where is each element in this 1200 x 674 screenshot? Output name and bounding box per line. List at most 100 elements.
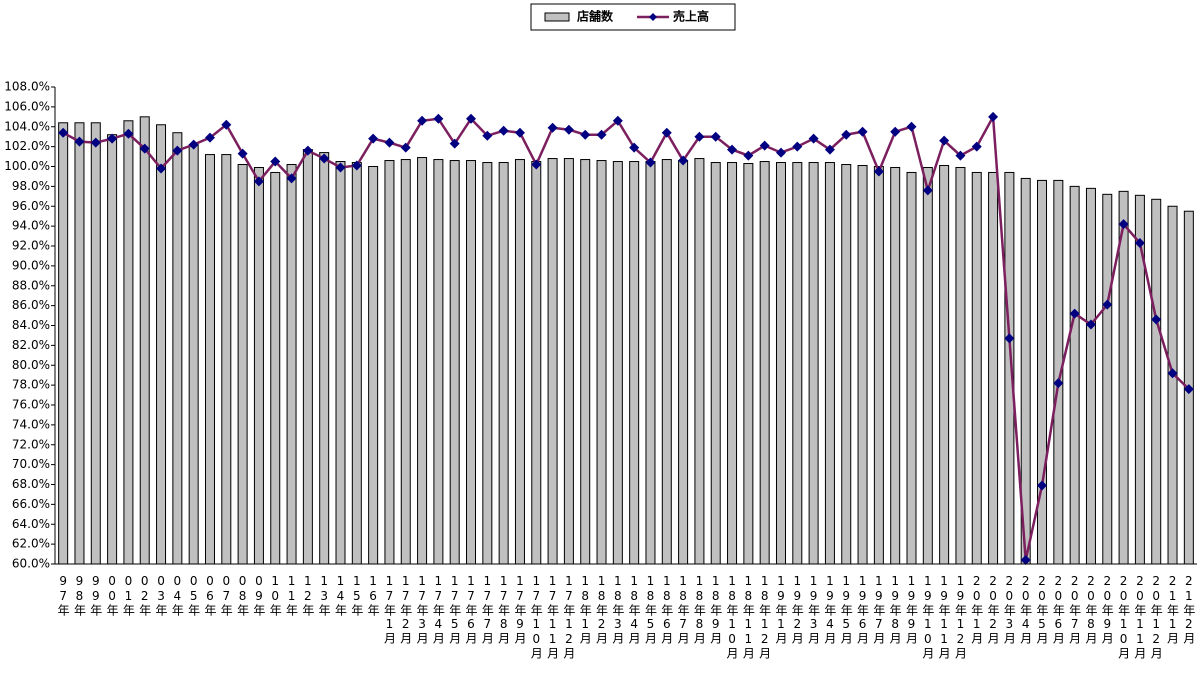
x-tick-label: 11年	[284, 574, 299, 617]
bar	[1069, 185, 1080, 565]
marker	[351, 160, 362, 171]
bar	[1102, 193, 1113, 565]
y-tick-label: 94.0%	[12, 219, 50, 233]
marker	[286, 173, 297, 184]
marker	[612, 115, 623, 126]
bar	[139, 116, 150, 565]
marker	[890, 126, 901, 137]
bar	[873, 166, 884, 565]
marker	[873, 166, 884, 177]
x-tick-label: 20年5月	[1035, 574, 1049, 645]
x-tick-label: 15年	[349, 574, 364, 617]
bar	[694, 158, 705, 565]
x-tick-label: 04年	[170, 574, 185, 617]
marker	[1020, 555, 1031, 566]
marker	[645, 157, 656, 168]
bar	[890, 166, 901, 565]
x-tick-label: 05年	[186, 574, 201, 617]
bar	[906, 171, 917, 565]
x-tick-label: 20年3月	[1002, 574, 1017, 645]
x-tick-label: 19年3月	[806, 574, 821, 645]
x-tick-label: 19年6月	[855, 574, 870, 645]
x-tick-label: 18年6月	[659, 574, 674, 645]
marker	[808, 133, 819, 144]
x-tick-label: 20年4月	[1018, 574, 1033, 645]
x-tick-label: 17年10月	[529, 574, 544, 660]
x-tick-label: 17年1月	[382, 574, 397, 645]
x-tick-label: 19年4月	[822, 574, 837, 645]
x-tick-label: 18年11月	[741, 574, 756, 660]
y-tick-label: 68.0%	[12, 477, 50, 491]
x-tick-label: 17年7月	[480, 574, 495, 645]
marker	[1069, 308, 1080, 319]
marker	[857, 126, 868, 137]
marker	[58, 127, 69, 138]
marker	[1167, 368, 1178, 379]
x-tick-label: 19年5月	[839, 574, 854, 645]
marker	[727, 144, 738, 155]
marker	[433, 113, 444, 124]
bar	[58, 122, 69, 565]
marker	[596, 129, 607, 140]
legend-label: 売上高	[673, 9, 709, 24]
bar	[351, 162, 362, 565]
bar	[156, 124, 167, 565]
x-tick-label: 21年1月	[1165, 574, 1180, 645]
marker	[1183, 384, 1194, 395]
bar	[580, 159, 591, 565]
x-tick-label: 13年	[317, 574, 332, 617]
marker	[188, 139, 199, 150]
marker	[172, 145, 183, 156]
bar	[775, 162, 786, 565]
x-tick-label: 17年9月	[512, 574, 527, 645]
y-tick-label: 60.0%	[12, 557, 50, 571]
x-tick-label: 02年	[137, 574, 152, 617]
marker	[1037, 480, 1048, 491]
marker	[498, 125, 509, 136]
x-tick-label: 20年11月	[1132, 574, 1147, 660]
bar	[841, 164, 852, 565]
x-tick-label: 18年3月	[610, 574, 625, 645]
bar	[90, 122, 101, 565]
marker	[743, 150, 754, 161]
marker	[694, 131, 705, 142]
x-tick-label: 20年8月	[1083, 574, 1098, 645]
x-tick-label: 17年11月	[545, 574, 560, 660]
marker	[988, 111, 999, 122]
bar	[237, 164, 248, 565]
y-tick-label: 82.0%	[12, 338, 50, 352]
x-tick-label: 17年5月	[447, 574, 462, 645]
bar	[1037, 179, 1048, 565]
legend-label: 店舗数	[577, 9, 614, 24]
bar	[645, 161, 656, 565]
marker	[384, 137, 395, 148]
y-tick-label: 74.0%	[12, 417, 50, 431]
x-tick-label: 19年7月	[871, 574, 886, 645]
x-tick-label: 19年11月	[937, 574, 952, 660]
marker	[400, 142, 411, 153]
x-tick-label: 18年2月	[594, 574, 609, 645]
marker	[90, 137, 101, 148]
bar	[319, 152, 330, 565]
y-tick-label: 86.0%	[12, 298, 50, 312]
bar	[547, 158, 558, 565]
marker	[906, 121, 917, 132]
marker	[302, 145, 313, 156]
x-tick-label: 16年	[366, 574, 381, 617]
marker	[775, 147, 786, 158]
marker	[417, 115, 428, 126]
marker	[922, 185, 933, 196]
bar	[449, 160, 460, 565]
x-tick-label: 12年	[300, 574, 315, 617]
marker	[971, 141, 982, 152]
bar	[74, 122, 85, 565]
bar	[792, 162, 803, 565]
x-tick-label: 08年	[235, 574, 250, 617]
x-tick-label: 00年	[105, 574, 120, 617]
bar	[204, 154, 215, 565]
y-tick-label: 96.0%	[12, 199, 50, 213]
x-tick-label: 17年4月	[431, 574, 446, 645]
x-tick-label: 20年12月	[1149, 574, 1164, 660]
